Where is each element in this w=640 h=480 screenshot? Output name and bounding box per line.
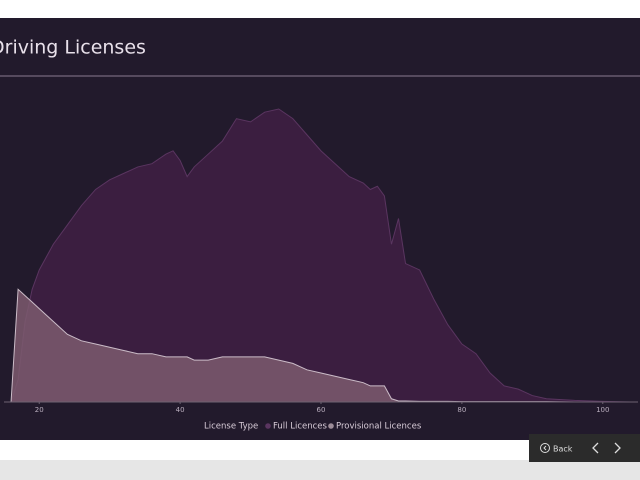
x-tick-label: 80 bbox=[457, 406, 466, 414]
back-icon-arrow bbox=[543, 445, 547, 451]
back-button[interactable]: Back bbox=[540, 443, 573, 454]
back-label: Back bbox=[553, 445, 573, 454]
chart-title: Driving Licenses bbox=[0, 37, 146, 59]
area-series bbox=[11, 108, 631, 402]
legend-label: Full Licences bbox=[273, 422, 328, 432]
nav-background bbox=[529, 434, 640, 462]
back-icon bbox=[540, 443, 550, 453]
legend-marker bbox=[328, 423, 334, 429]
plot-area: 20 40 60 80 100 bbox=[4, 108, 638, 414]
x-tick-label: 20 bbox=[35, 406, 44, 414]
x-tick-label: 60 bbox=[317, 406, 326, 414]
legend-marker bbox=[265, 423, 271, 429]
legend-title: License Type bbox=[204, 422, 258, 432]
x-tick-label: 40 bbox=[176, 406, 185, 414]
legend-label: Provisional Licences bbox=[336, 422, 422, 432]
area-outline bbox=[10, 108, 631, 403]
area-series bbox=[11, 289, 631, 402]
previous-button[interactable] bbox=[592, 442, 599, 454]
legend: License Type Full Licences Provisional Lic… bbox=[204, 422, 422, 432]
status-bar bbox=[0, 460, 640, 480]
next-button[interactable] bbox=[614, 442, 621, 454]
nav-bar: Back bbox=[529, 434, 640, 462]
x-tick-label: 100 bbox=[596, 406, 609, 414]
